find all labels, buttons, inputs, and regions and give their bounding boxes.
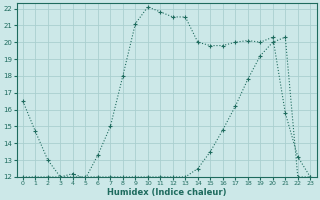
X-axis label: Humidex (Indice chaleur): Humidex (Indice chaleur) [107, 188, 226, 197]
